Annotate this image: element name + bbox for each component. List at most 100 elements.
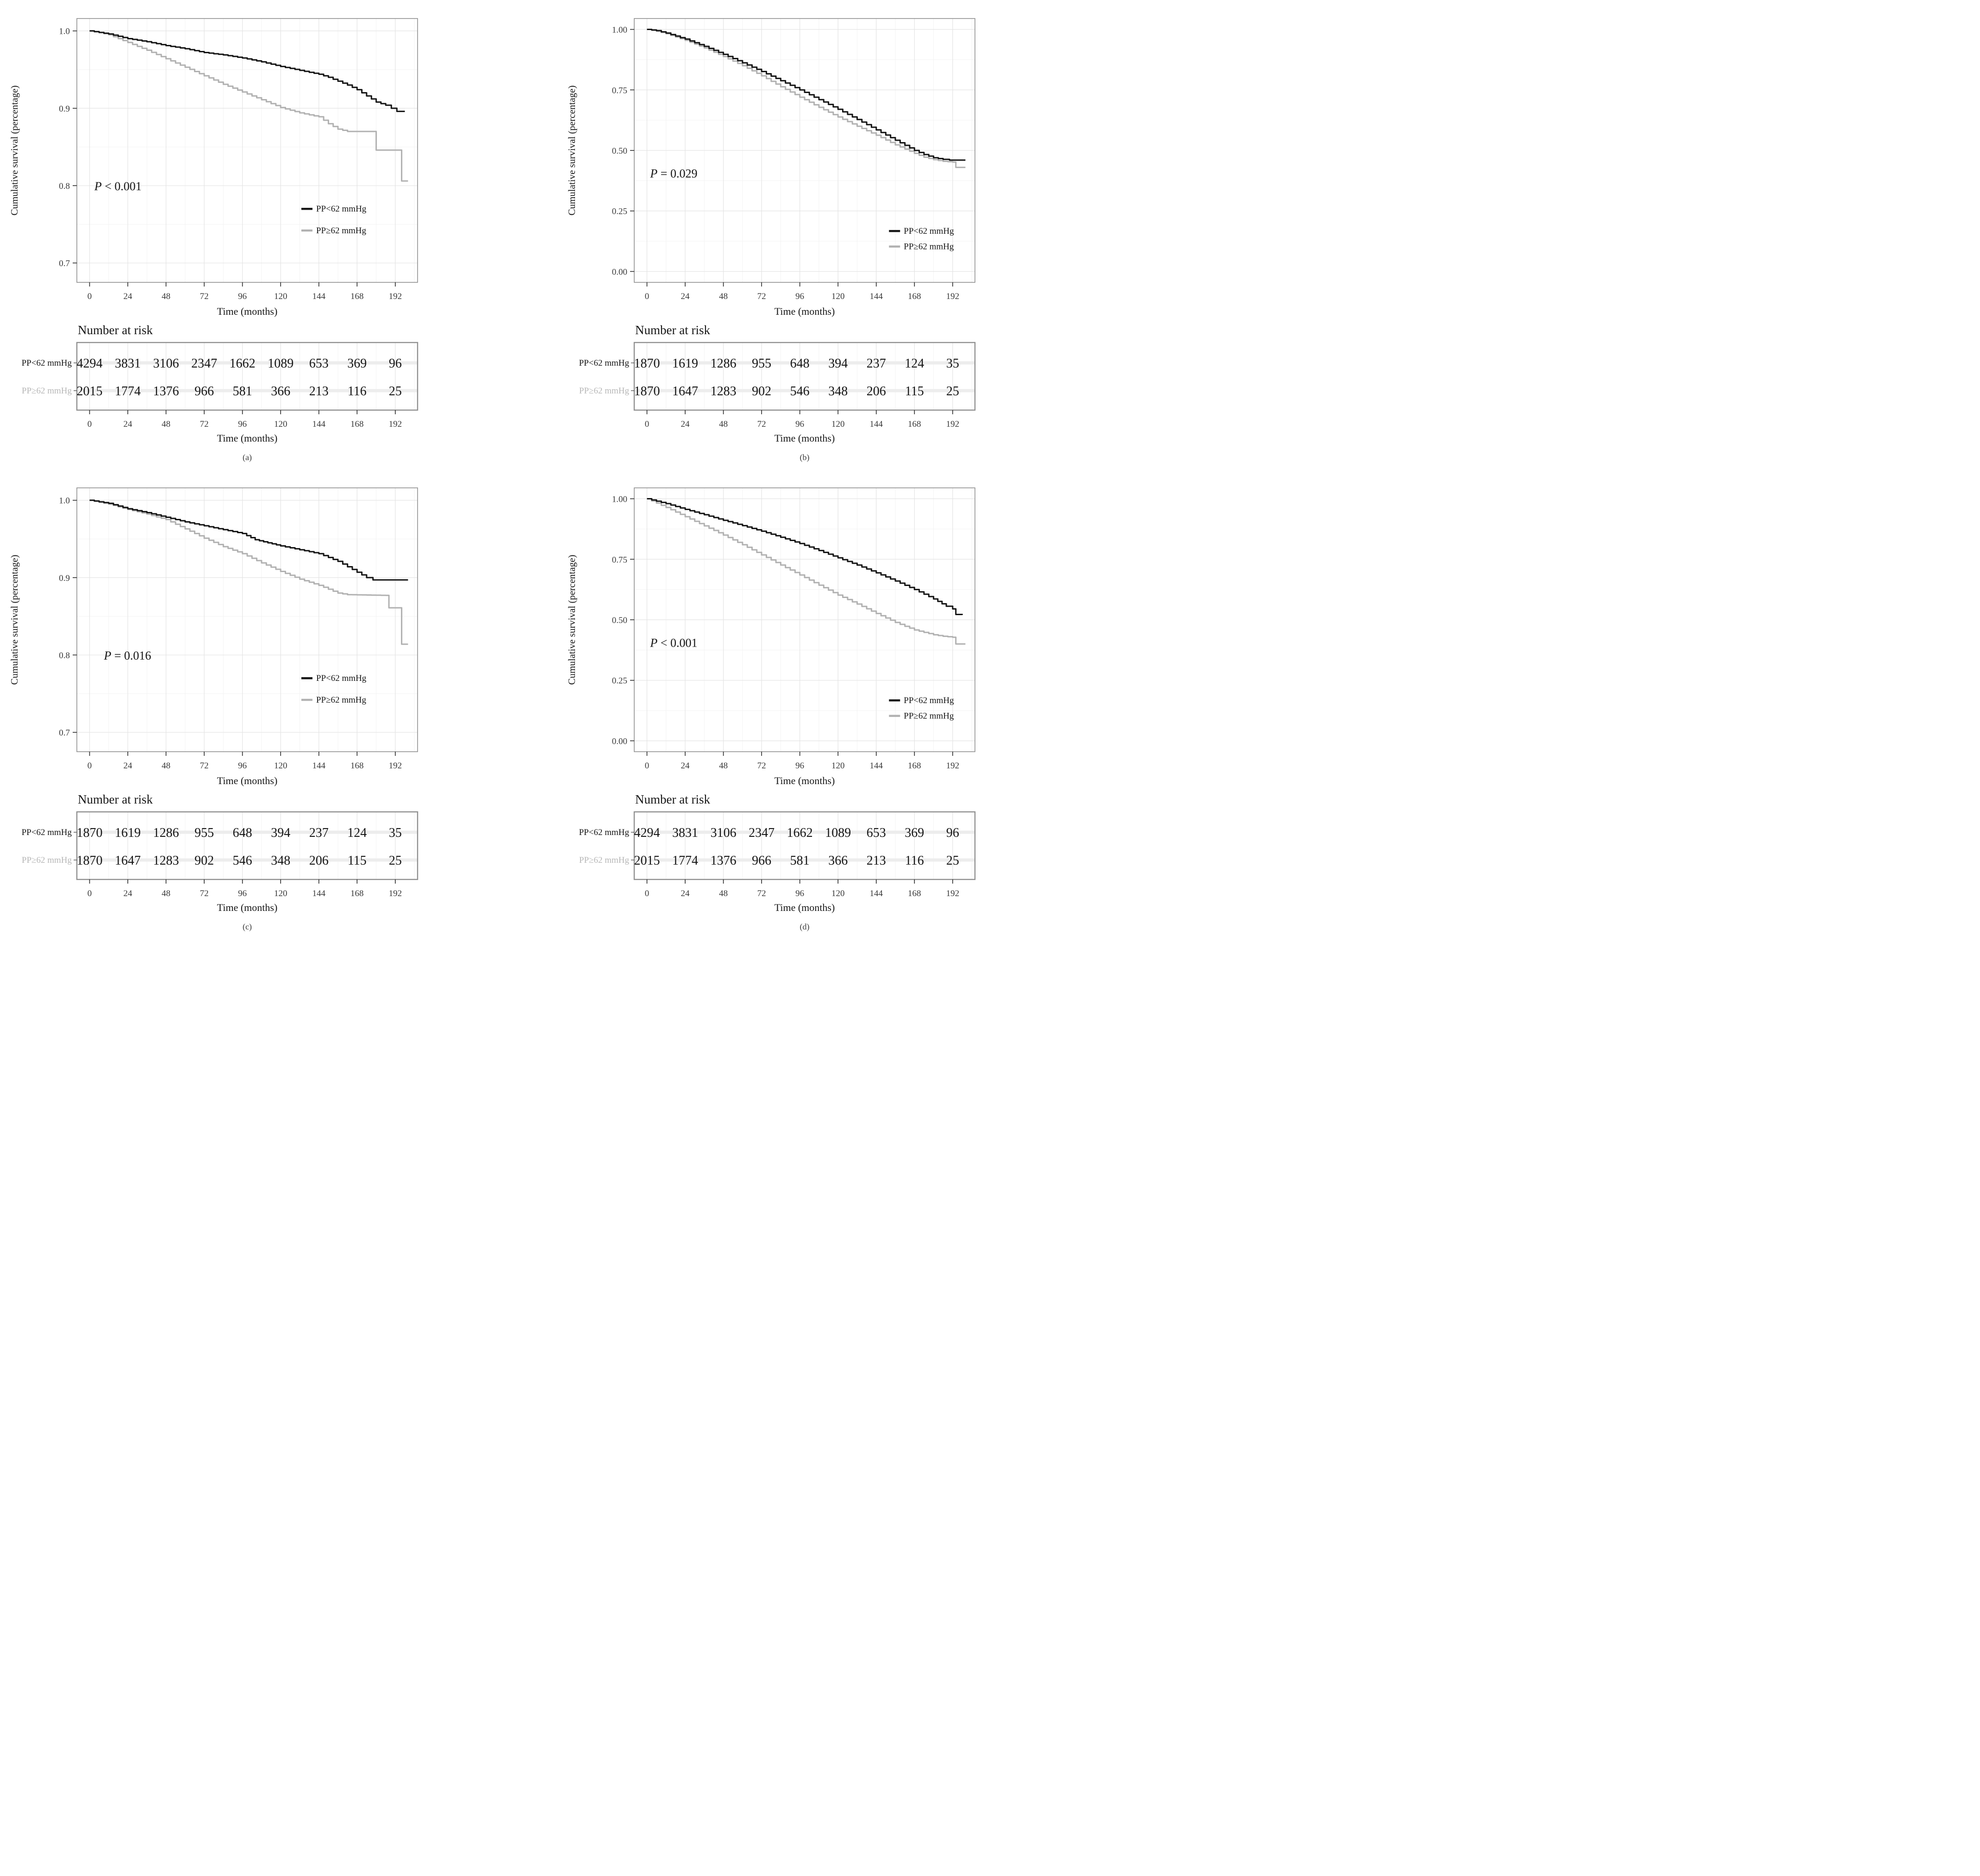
x-axis-title: Time (months): [217, 902, 278, 913]
x-tick-label: 168: [908, 761, 921, 771]
y-tick-label: 0.25: [612, 207, 627, 217]
risk-count: 369: [905, 826, 924, 840]
y-tick-label: 1.0: [59, 27, 70, 37]
risk-count: 1870: [634, 356, 660, 371]
risk-table-title: Number at risk: [635, 792, 710, 806]
p-value-label: P = 0.029: [650, 167, 697, 181]
risk-count: 2015: [77, 384, 103, 399]
p-value-number: < 0.001: [657, 636, 697, 650]
x-tick-label: 168: [908, 889, 921, 898]
risk-count: 1376: [711, 854, 737, 868]
x-tick-label: 0: [87, 292, 92, 301]
survival-curve-pp-ge62: [89, 30, 408, 182]
x-tick-label: 48: [719, 889, 728, 898]
risk-row-label: PP≥62 mmHg: [579, 855, 630, 865]
x-tick-label: 120: [274, 292, 287, 301]
risk-count: 966: [752, 854, 771, 868]
km-plot-c: [76, 487, 418, 752]
risk-count: 3831: [672, 826, 698, 840]
risk-table-a: PP<62 mmHg 4294 3831 3106 2347 1662 1089 653 369…: [22, 342, 418, 411]
y-tick-label: 0.9: [59, 573, 70, 583]
risk-count: 348: [828, 384, 848, 399]
y-axis-title: Cumulative survival (percentage): [9, 85, 20, 215]
p-value-symbol: P: [650, 636, 657, 650]
risk-table-bg: [77, 812, 418, 879]
risk-row-label: PP<62 mmHg: [579, 828, 630, 837]
km-plot-b: [634, 18, 975, 283]
y-tick-label: 0.25: [612, 676, 627, 686]
x-tick-label: 24: [124, 761, 133, 771]
p-value-symbol: P: [94, 180, 102, 193]
p-value-number: = 0.029: [657, 167, 697, 181]
survival-curve-pp-lt62: [89, 30, 405, 112]
legend-label: PP≥62 mmHg: [904, 711, 954, 721]
survival-curve-pp-lt62: [89, 499, 408, 581]
risk-count: 25: [946, 854, 959, 868]
risk-count: 3831: [115, 356, 141, 371]
risk-count: 966: [194, 384, 214, 399]
legend-label: PP<62 mmHg: [904, 696, 954, 705]
x-tick-label: 48: [719, 761, 728, 771]
x-tick-label: 72: [757, 761, 766, 771]
y-tick-label: 1.00: [612, 25, 627, 35]
risk-count: 348: [271, 854, 290, 868]
risk-count: 1870: [634, 384, 660, 399]
x-tick-label: 120: [274, 419, 287, 429]
p-value-symbol: P: [103, 649, 111, 662]
x-tick-label: 120: [831, 419, 845, 429]
km-panel-b: 1.00 0.75 0.50 0.25 0.00 0 24 48 72 96 120 144 168 19…: [566, 18, 976, 462]
legend-label: PP≥62 mmHg: [316, 695, 367, 705]
x-tick-label: 24: [681, 889, 690, 898]
y-tick-label: 0.75: [612, 86, 627, 95]
x-tick-label: 0: [87, 419, 92, 429]
risk-count: 1774: [115, 384, 141, 399]
risk-count: 25: [946, 384, 959, 399]
km-plot-a: [76, 18, 418, 283]
risk-count: 1662: [787, 826, 813, 840]
risk-count: 35: [389, 826, 402, 840]
risk-count: 1376: [153, 384, 179, 399]
x-tick-label: 0: [645, 889, 650, 898]
survival-curve-pp-ge62: [647, 29, 966, 168]
risk-count: 1647: [672, 384, 698, 399]
p-value-label: P < 0.001: [94, 180, 142, 193]
survival-curve-pp-lt62: [647, 498, 963, 615]
x-tick-label: 24: [124, 292, 133, 301]
legend-label: PP≥62 mmHg: [316, 226, 367, 236]
x-tick-label: 96: [795, 292, 804, 301]
x-tick-label: 0: [645, 419, 650, 429]
x-tick-label: 96: [238, 419, 247, 429]
x-tick-label: 96: [795, 419, 804, 429]
x-tick-label: 120: [831, 889, 845, 898]
p-value-label: P = 0.016: [103, 649, 151, 662]
risk-count: 1619: [672, 356, 698, 371]
x-axis-title: Time (months): [217, 775, 278, 786]
x-tick-label: 24: [124, 419, 133, 429]
risk-table-title: Number at risk: [78, 792, 153, 806]
risk-count: 581: [233, 384, 252, 399]
risk-count: 546: [233, 854, 252, 868]
risk-count: 1870: [77, 854, 103, 868]
x-tick-label: 192: [946, 419, 960, 429]
x-tick-label: 144: [870, 292, 883, 301]
x-tick-label: 192: [946, 889, 960, 898]
x-tick-label: 168: [350, 889, 364, 898]
risk-table-border: [76, 342, 418, 411]
y-tick-label: 1.0: [59, 496, 70, 506]
x-tick-label: 144: [312, 889, 326, 898]
risk-table-border: [76, 811, 418, 880]
risk-count: 1286: [153, 826, 179, 840]
risk-count: 648: [233, 826, 252, 840]
risk-count: 1619: [115, 826, 141, 840]
x-tick-label: 96: [238, 761, 247, 771]
risk-count: 237: [867, 356, 886, 371]
risk-table-bg: [634, 343, 975, 410]
km-plot-d: [634, 487, 975, 752]
y-tick-label: 1.00: [612, 495, 627, 505]
y-tick-label: 0.9: [59, 104, 70, 114]
x-tick-label: 96: [238, 292, 247, 301]
x-tick-label: 72: [200, 419, 209, 429]
x-tick-label: 0: [87, 889, 92, 898]
risk-count: 546: [790, 384, 810, 399]
x-tick-label: 96: [795, 761, 804, 771]
